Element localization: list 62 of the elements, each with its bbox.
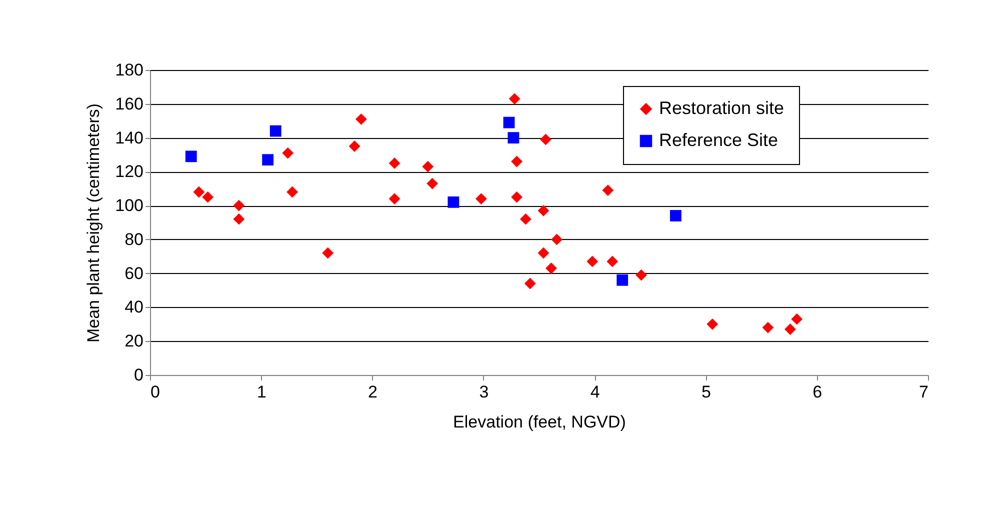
point xyxy=(233,213,245,225)
point xyxy=(508,93,520,105)
point xyxy=(282,147,294,159)
point xyxy=(476,193,487,204)
point xyxy=(355,113,367,125)
point xyxy=(520,213,532,225)
point xyxy=(762,322,774,334)
x-tick-label: 1 xyxy=(256,382,266,402)
x-tick-label: 0 xyxy=(150,382,160,402)
point xyxy=(503,116,515,128)
point xyxy=(233,200,245,212)
legend-label: Reference Site xyxy=(659,130,778,150)
point xyxy=(602,184,614,196)
point xyxy=(538,204,550,216)
point xyxy=(546,262,557,274)
point xyxy=(185,150,197,162)
point xyxy=(193,186,205,198)
y-tick-label: 80 xyxy=(124,230,144,249)
y-tick-label: 120 xyxy=(115,162,144,182)
x-tick-label: 5 xyxy=(701,382,711,402)
y-tick-label: 180 xyxy=(115,60,144,80)
point xyxy=(348,140,360,152)
point xyxy=(606,256,618,268)
y-tick-label: 60 xyxy=(124,264,144,283)
point xyxy=(511,156,522,168)
point xyxy=(551,234,562,246)
x-tick-label: 2 xyxy=(368,382,378,402)
point xyxy=(616,274,628,286)
point xyxy=(508,132,520,144)
legend-label: Restoration site xyxy=(659,98,784,118)
x-tick-label: 3 xyxy=(479,382,489,402)
y-tick-label: 160 xyxy=(115,94,144,114)
point xyxy=(784,324,796,335)
y-tick-label: 20 xyxy=(124,332,144,351)
point xyxy=(448,196,460,208)
point xyxy=(538,247,550,259)
point xyxy=(426,178,438,190)
point xyxy=(511,191,522,203)
point xyxy=(286,186,298,198)
point xyxy=(262,154,274,166)
point xyxy=(706,318,718,330)
y-tick-label: 100 xyxy=(115,196,144,216)
point xyxy=(422,160,434,172)
point xyxy=(670,210,682,222)
y-tick-label: 140 xyxy=(115,128,144,148)
point xyxy=(524,278,536,290)
point xyxy=(791,313,803,325)
point xyxy=(270,125,282,137)
point xyxy=(540,134,552,146)
y-tick-label: 40 xyxy=(124,298,144,317)
x-axis-title: Elevation (feet, NGVD) xyxy=(453,412,626,432)
point xyxy=(322,247,334,259)
point xyxy=(388,157,400,169)
x-tick-label: 4 xyxy=(590,382,600,402)
x-tick-label: 6 xyxy=(812,382,822,402)
point xyxy=(388,193,400,204)
y-axis-title: Mean plant height (centimeters) xyxy=(84,103,104,343)
x-tick-label: 7 xyxy=(919,382,928,402)
y-tick-label: 0 xyxy=(134,366,144,384)
point xyxy=(636,269,647,281)
point xyxy=(202,191,214,203)
point xyxy=(586,256,598,268)
